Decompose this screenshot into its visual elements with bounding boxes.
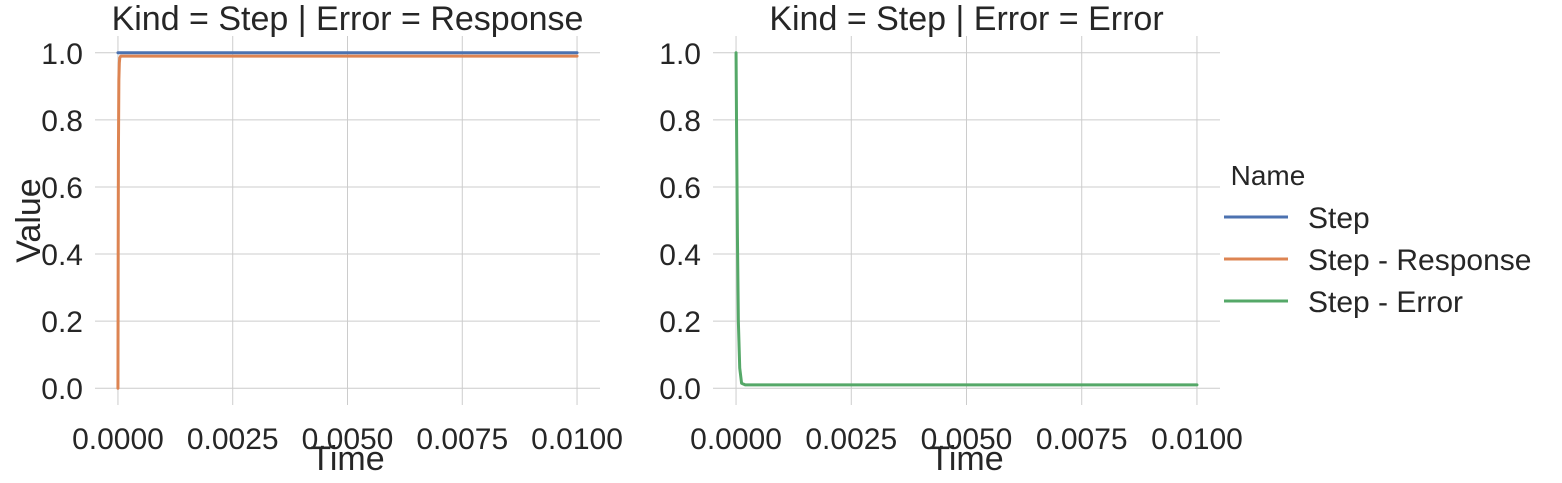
- x-tick-label: 0.0000: [72, 423, 164, 456]
- panel-error: Kind = Step | Error = Error Time 0.0000 0…: [659, 0, 1243, 478]
- grid-lines: [713, 36, 1220, 405]
- legend: Name Step Step - Response Step - Error: [1224, 160, 1531, 319]
- panel-response: Kind = Step | Error = Response Time Valu…: [10, 0, 623, 478]
- y-tick-label: 1.0: [659, 38, 701, 71]
- x-tick-label: 0.0100: [1151, 423, 1243, 456]
- x-tick-label: 0.0075: [1036, 423, 1128, 456]
- x-tick-label: 0.0025: [187, 423, 279, 456]
- y-tick-label: 0.6: [659, 172, 701, 205]
- y-tick-label: 0.6: [41, 172, 83, 205]
- legend-entry: Step: [1224, 202, 1370, 235]
- y-tick-labels: 0.0 0.2 0.4 0.6 0.8 1.0: [659, 38, 701, 406]
- y-axis-label: Value: [10, 178, 48, 262]
- legend-entry: Step - Error: [1224, 286, 1463, 319]
- grid-lines: [95, 36, 600, 405]
- legend-label: Step - Error: [1308, 286, 1463, 319]
- legend-label: Step: [1308, 202, 1370, 235]
- legend-items: Step Step - Response Step - Error: [1224, 202, 1531, 319]
- y-tick-label: 0.4: [41, 239, 83, 272]
- y-tick-labels: 0.0 0.2 0.4 0.6 0.8 1.0: [41, 38, 83, 406]
- x-tick-labels: 0.0000 0.0025 0.0050 0.0075 0.0100: [72, 423, 623, 456]
- legend-title: Name: [1231, 160, 1306, 191]
- legend-label: Step - Response: [1308, 244, 1531, 277]
- y-tick-label: 0.2: [41, 306, 83, 339]
- y-tick-label: 0.4: [659, 239, 701, 272]
- legend-entry: Step - Response: [1224, 244, 1531, 277]
- y-tick-label: 0.2: [659, 306, 701, 339]
- y-tick-label: 0.8: [659, 105, 701, 138]
- y-tick-label: 0.0: [659, 373, 701, 406]
- x-tick-label: 0.0050: [921, 423, 1013, 456]
- y-tick-label: 1.0: [41, 38, 83, 71]
- y-tick-label: 0.0: [41, 373, 83, 406]
- x-tick-label: 0.0050: [302, 423, 394, 456]
- x-tick-label: 0.0100: [531, 423, 623, 456]
- x-tick-label: 0.0075: [416, 423, 508, 456]
- series-line-step-error: [734, 51, 1199, 387]
- panel-title: Kind = Step | Error = Response: [112, 0, 584, 38]
- series-group: [116, 51, 579, 390]
- x-tick-label: 0.0000: [690, 423, 782, 456]
- x-tick-label: 0.0025: [805, 423, 897, 456]
- y-tick-label: 0.8: [41, 105, 83, 138]
- panel-title: Kind = Step | Error = Error: [769, 0, 1163, 38]
- x-axis-label: Time: [310, 440, 384, 478]
- x-tick-labels: 0.0000 0.0025 0.0050 0.0075 0.0100: [690, 423, 1243, 456]
- series-group: [734, 51, 1199, 387]
- x-axis-label: Time: [929, 440, 1003, 478]
- series-line-step-response: [116, 54, 579, 390]
